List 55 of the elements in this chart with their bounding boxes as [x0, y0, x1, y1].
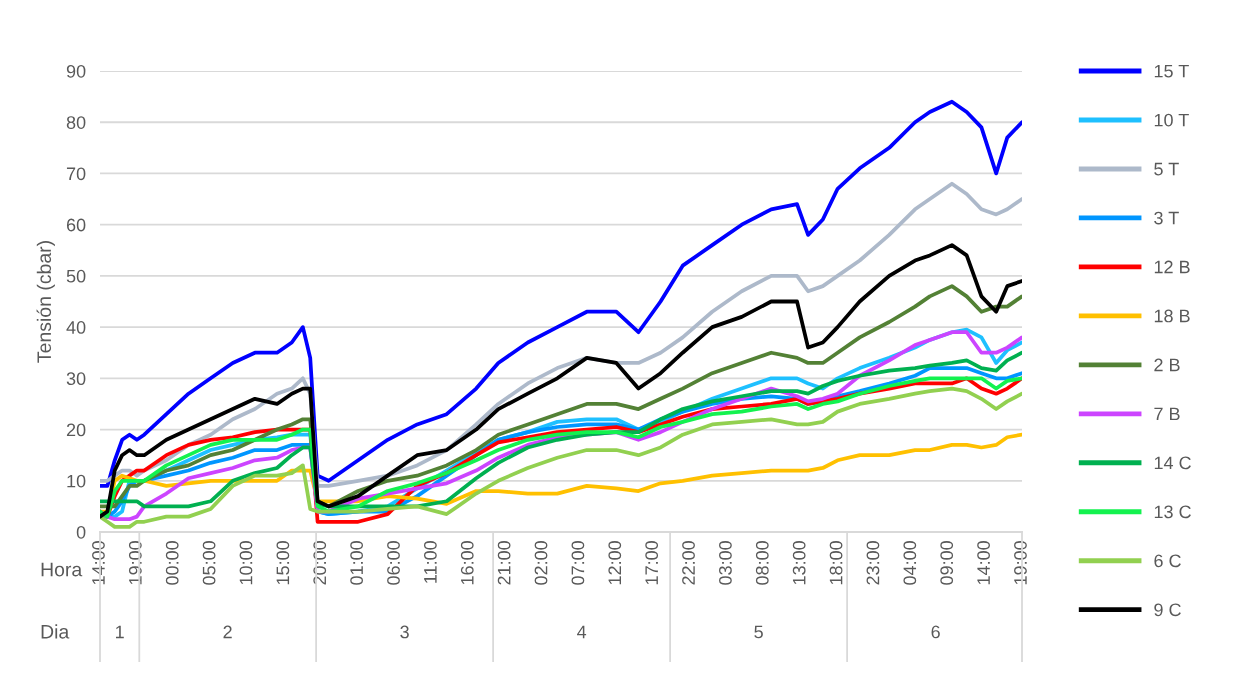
y-tick-label: 10 — [67, 474, 86, 488]
x-tick-label: 01:00 — [350, 541, 364, 585]
x-tick-label: 14:00 — [92, 541, 105, 585]
legend-label: 14 C — [1154, 456, 1191, 470]
y-tick-label: 30 — [66, 372, 86, 386]
y-tick-label: 90 — [66, 64, 86, 78]
y-tick-label: 50 — [66, 269, 86, 283]
x-tick-label: 17:00 — [645, 541, 659, 585]
y-tick-label: 40 — [66, 321, 86, 334]
x2-axis-title: Dia — [41, 624, 70, 639]
x-tick-label: 00:00 — [165, 541, 179, 585]
legend-label: 5 T — [1154, 162, 1179, 176]
x2-tick-label: 3 — [400, 625, 409, 639]
x2-tick-label: 4 — [577, 625, 587, 639]
x-tick-label: 08:00 — [755, 541, 769, 585]
x-tick-label: 06:00 — [387, 541, 400, 585]
x-tick-label: 02:00 — [534, 541, 548, 585]
x-tick-label: 13:00 — [792, 541, 806, 585]
x2-tick-label: 2 — [223, 625, 232, 639]
x-tick-label: 23:00 — [866, 541, 880, 585]
x-tick-label: 10:00 — [239, 541, 253, 585]
x-tick-label: 15:00 — [276, 541, 290, 585]
legend-label: 12 B — [1154, 260, 1190, 274]
x-tick-label: 04:00 — [903, 541, 917, 585]
x-tick-label: 16:00 — [460, 541, 474, 585]
legend-label: 10 T — [1154, 113, 1189, 127]
legend-label: 15 T — [1154, 64, 1189, 78]
x-tick-label: 05:00 — [202, 541, 216, 585]
x-axis-title: Hora — [41, 562, 83, 577]
x-tick-label: 03:00 — [719, 541, 732, 585]
x-tick-label: 11:00 — [423, 541, 437, 583]
x-tick-label: 14:00 — [977, 541, 990, 585]
y-tick-label: 70 — [66, 167, 86, 181]
x-tick-label: 09:00 — [940, 541, 954, 585]
x-tick-label: 21:00 — [497, 541, 511, 585]
y-tick-label: 0 — [76, 525, 86, 539]
legend-label: 2 B — [1154, 358, 1180, 372]
x-tick-label: 19:00 — [1014, 541, 1027, 585]
x-tick-label: 22:00 — [682, 541, 695, 585]
x2-tick-label: 1 — [116, 625, 124, 639]
y-tick-label: 20 — [66, 423, 86, 437]
legend-label: 6 C — [1154, 554, 1181, 568]
x-tick-label: 12:00 — [608, 541, 622, 585]
legend-label: 18 B — [1154, 309, 1190, 323]
x-tick-label: 07:00 — [571, 541, 585, 585]
legend-label: 9 C — [1154, 603, 1181, 617]
x-tick-label: 18:00 — [829, 541, 843, 585]
x2-tick-label: 5 — [754, 625, 763, 639]
legend-label: 3 T — [1154, 211, 1179, 225]
x2-tick-label: 6 — [931, 625, 940, 639]
legend-label: 13 C — [1154, 505, 1191, 519]
legend-label: 7 B — [1154, 407, 1180, 421]
y-axis-title: Tensión (cbar) — [36, 241, 55, 363]
y-tick-label: 60 — [66, 218, 86, 232]
y-tick-label: 80 — [66, 116, 86, 129]
